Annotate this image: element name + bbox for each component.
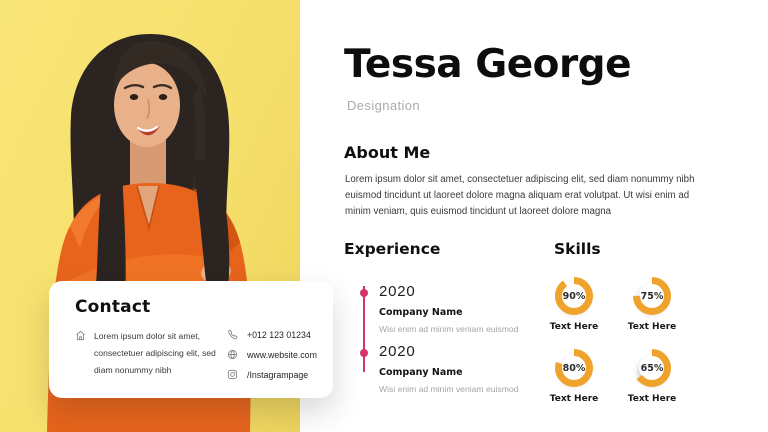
gauge-percent: 75% (640, 290, 664, 302)
skill-label: Text Here (549, 322, 599, 332)
contact-address-text: Lorem ipsum dolor sit amet, consectetuer… (94, 331, 216, 375)
gauge-ring (555, 349, 593, 387)
experience-description: Wisi enim ad minim veniam euismod (379, 384, 519, 394)
experience-company: Company Name (379, 367, 463, 378)
experience-company: Company Name (379, 307, 463, 318)
contact-heading: Contact (75, 297, 151, 317)
experience-year: 2020 (379, 343, 416, 360)
gauge-ring (555, 277, 593, 315)
skill-gauge: 65% (630, 346, 674, 390)
skills-heading: Skills (554, 240, 601, 258)
gauge-percent: 65% (640, 362, 664, 374)
contact-row-phone: +012 123 01234 (227, 329, 317, 340)
experience-heading: Experience (344, 240, 441, 258)
skill-label: Text Here (627, 394, 677, 404)
about-heading: About Me (344, 143, 431, 162)
skill-gauge: 90% (552, 274, 596, 318)
contact-address: Lorem ipsum dolor sit amet, consectetuer… (75, 328, 217, 380)
home-icon (75, 330, 86, 341)
gauge-percent: 80% (562, 362, 586, 374)
experience-timeline (363, 286, 365, 372)
skill-gauge: 80% (552, 346, 596, 390)
gauge-ring (633, 277, 671, 315)
gauge-percent: 90% (562, 290, 586, 302)
experience-item: 2020 Company Name Wisi enim ad minim ven… (379, 343, 559, 394)
contact-card: Contact Lorem ipsum dolor sit amet, cons… (49, 281, 333, 398)
contact-instagram[interactable]: /Instagrampage (247, 369, 309, 380)
contact-website[interactable]: www.website.com (247, 349, 317, 360)
skill-label: Text Here (549, 394, 599, 404)
experience-description: Wisi enim ad minim veniam euismod (379, 324, 519, 334)
skill-gauge: 75% (630, 274, 674, 318)
instagram-icon (227, 369, 238, 380)
gauge-ring (633, 349, 671, 387)
contact-body: Lorem ipsum dolor sit amet, consectetuer… (75, 328, 317, 380)
about-body: Lorem ipsum dolor sit amet, consectetuer… (345, 174, 695, 218)
contact-phone: +012 123 01234 (247, 329, 311, 340)
timeline-dot (360, 289, 368, 297)
phone-icon (227, 329, 238, 340)
person-designation: Designation (347, 98, 421, 113)
person-name: Tessa George (344, 42, 632, 87)
experience-item: 2020 Company Name Wisi enim ad minim ven… (379, 283, 559, 334)
contact-row-website: www.website.com (227, 349, 317, 360)
experience-year: 2020 (379, 283, 416, 300)
contact-row-instagram: /Instagrampage (227, 369, 317, 380)
skill-label: Text Here (627, 322, 677, 332)
timeline-dot (360, 349, 368, 357)
contact-list: +012 123 01234 www.website.com /Instagra… (227, 329, 317, 380)
globe-icon (227, 349, 238, 360)
